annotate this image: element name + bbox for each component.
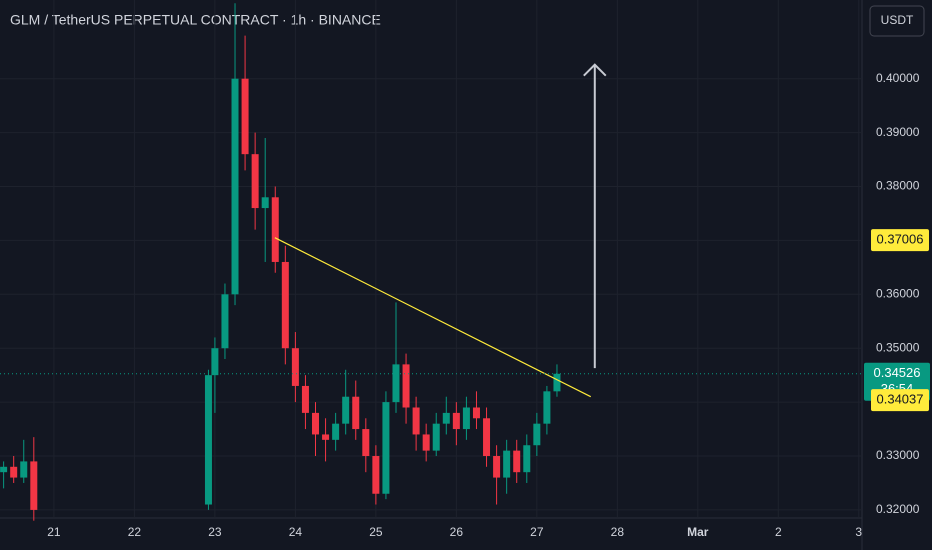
candle-body bbox=[503, 450, 511, 478]
x-tick-label: 24 bbox=[289, 525, 303, 539]
candle-body bbox=[241, 78, 249, 155]
candle-body bbox=[281, 261, 289, 349]
candle-body bbox=[204, 375, 212, 505]
price-label: 0.34037 bbox=[877, 392, 924, 407]
candle-body bbox=[312, 412, 320, 435]
chart-title: GLM / TetherUS PERPETUAL CONTRACT · 1h ·… bbox=[10, 12, 381, 28]
candle-body bbox=[412, 407, 420, 435]
candle-body bbox=[30, 461, 38, 510]
x-tick-label: 25 bbox=[369, 525, 383, 539]
y-tick-label: 0.39000 bbox=[876, 125, 920, 139]
candle-body bbox=[372, 456, 380, 494]
y-tick-label: 0.38000 bbox=[876, 179, 920, 193]
currency-button[interactable] bbox=[869, 5, 925, 37]
y-tick-label: 0.32000 bbox=[876, 502, 920, 516]
candle-body bbox=[553, 373, 561, 392]
candle-body bbox=[20, 461, 28, 478]
currency-button-label[interactable]: USDT bbox=[881, 13, 914, 27]
x-tick-label: 21 bbox=[47, 525, 61, 539]
candle-body bbox=[10, 466, 18, 478]
candle-body bbox=[301, 385, 309, 413]
candle-body bbox=[392, 364, 400, 403]
candle-body bbox=[231, 78, 239, 295]
candle-body bbox=[362, 429, 370, 457]
candle-body bbox=[402, 364, 410, 408]
candle-body bbox=[472, 407, 480, 419]
price-label: 0.34526 bbox=[874, 365, 921, 380]
x-tick-label: 27 bbox=[530, 525, 544, 539]
arrow-head bbox=[583, 63, 607, 77]
candle-body bbox=[493, 456, 501, 478]
candle-body bbox=[261, 197, 269, 209]
x-tick-label: 3 bbox=[855, 525, 862, 539]
y-tick-label: 0.40000 bbox=[876, 71, 920, 85]
trendline bbox=[274, 237, 592, 398]
candle-body bbox=[422, 434, 430, 451]
candle-body bbox=[432, 423, 440, 451]
candle-body bbox=[251, 154, 259, 209]
x-tick-label: 26 bbox=[450, 525, 464, 539]
x-tick-label: Mar bbox=[687, 525, 709, 539]
y-tick-label: 0.36000 bbox=[876, 286, 920, 300]
candle-body bbox=[533, 423, 541, 446]
candle-body bbox=[543, 391, 551, 424]
x-tick-label: 2 bbox=[775, 525, 782, 539]
candle-body bbox=[211, 348, 219, 376]
candle-body bbox=[382, 402, 390, 494]
candle-body bbox=[332, 423, 340, 440]
candle-body bbox=[452, 412, 460, 430]
y-tick-label: 0.35000 bbox=[876, 340, 920, 354]
candle-body bbox=[523, 445, 531, 473]
candle-body bbox=[0, 466, 8, 473]
candle-body bbox=[322, 434, 330, 440]
x-tick-label: 28 bbox=[611, 525, 625, 539]
candle-body bbox=[291, 348, 299, 386]
candle-body bbox=[221, 294, 229, 349]
y-tick-label: 0.33000 bbox=[876, 448, 920, 462]
price-label-box bbox=[871, 389, 929, 412]
candle-body bbox=[342, 396, 350, 424]
price-label-box bbox=[871, 229, 929, 252]
price-label: 0.37006 bbox=[877, 232, 924, 247]
candle-body bbox=[271, 197, 279, 262]
candle-body bbox=[462, 407, 470, 430]
x-tick-label: 23 bbox=[208, 525, 222, 539]
candle-body bbox=[513, 450, 521, 473]
candle-body bbox=[352, 396, 360, 430]
candle-body bbox=[442, 412, 450, 424]
x-tick-label: 22 bbox=[128, 525, 142, 539]
candle-body bbox=[483, 418, 491, 457]
